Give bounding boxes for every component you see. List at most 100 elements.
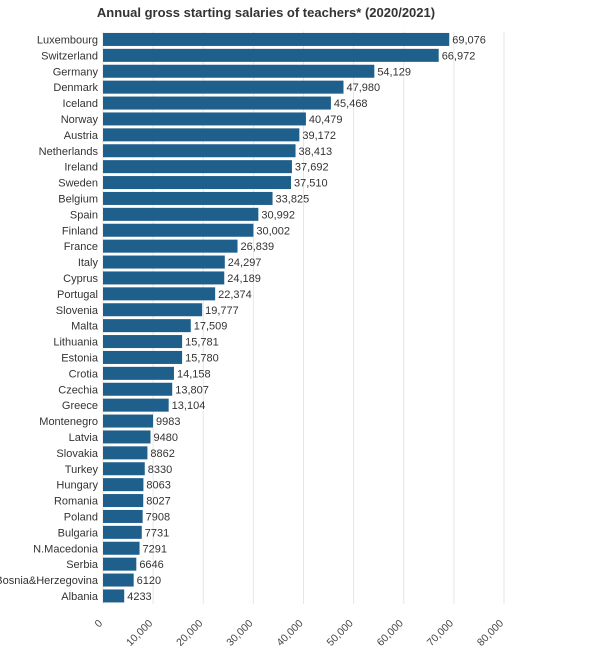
- value-label: 17,509: [194, 321, 228, 333]
- category-label: Switzerland: [41, 50, 98, 62]
- value-label: 13,104: [172, 400, 206, 412]
- category-label: Slovenia: [56, 305, 99, 317]
- x-tick-label: 70,000: [425, 617, 456, 648]
- category-label: Estonia: [61, 352, 99, 364]
- category-label: N.Macedonia: [33, 543, 99, 555]
- bar: [103, 494, 144, 508]
- x-tick-label: 50,000: [325, 617, 356, 648]
- category-label: Germany: [53, 66, 99, 78]
- value-label: 9983: [156, 416, 180, 428]
- value-label: 13,807: [175, 384, 209, 396]
- category-label: Albania: [61, 591, 99, 603]
- category-label: Bosnia&Herzegovina: [0, 575, 99, 587]
- value-label: 8027: [146, 496, 170, 508]
- value-label: 24,297: [228, 257, 262, 269]
- bar: [103, 509, 143, 523]
- bar: [103, 319, 191, 333]
- value-label: 22,374: [218, 289, 252, 301]
- bar: [103, 48, 439, 62]
- bar: [103, 96, 331, 110]
- category-label: Netherlands: [39, 146, 99, 158]
- category-label: Spain: [70, 209, 98, 221]
- bar: [103, 382, 173, 396]
- bar: [103, 207, 259, 221]
- value-label: 9480: [154, 432, 178, 444]
- value-label: 66,972: [442, 50, 476, 62]
- category-label: Slovakia: [56, 448, 98, 460]
- value-label: 14,158: [177, 368, 211, 380]
- category-label: Ireland: [64, 162, 98, 174]
- bar: [103, 287, 216, 301]
- value-label: 7908: [146, 511, 170, 523]
- category-label: Norway: [61, 114, 99, 126]
- value-label: 30,002: [256, 225, 290, 237]
- value-label: 40,479: [309, 114, 343, 126]
- bar: [103, 335, 183, 349]
- value-label: 39,172: [302, 130, 336, 142]
- bar: [103, 112, 306, 126]
- category-label: Iceland: [63, 98, 98, 110]
- category-label: Serbia: [66, 559, 99, 571]
- category-label: Turkey: [65, 464, 99, 476]
- category-label: Montenegro: [39, 416, 98, 428]
- category-label: Austria: [64, 130, 99, 142]
- bar: [103, 303, 203, 317]
- value-label: 38,413: [299, 146, 333, 158]
- bar: [103, 398, 169, 412]
- bar: [103, 541, 140, 555]
- category-label: Hungary: [56, 480, 98, 492]
- category-label: Romania: [54, 496, 99, 508]
- x-tick-label: 40,000: [274, 617, 305, 648]
- value-label: 8063: [146, 480, 170, 492]
- bar: [103, 366, 174, 380]
- category-labels: Luxembourg Switzerland Germany Denmark Icela…: [0, 34, 99, 603]
- value-label: 15,781: [185, 337, 219, 349]
- x-tick-label: 30,000: [224, 617, 255, 648]
- x-tick-label: 0: [93, 617, 106, 630]
- bar: [103, 557, 137, 571]
- category-label: France: [64, 241, 98, 253]
- x-tick-label: 80,000: [475, 617, 506, 648]
- x-axis-tick-labels: 0 10,000 20,000 30,000 40,000 50,000 60,000 70,…: [93, 617, 507, 648]
- category-label: Malta: [71, 321, 99, 333]
- bar: [103, 255, 225, 269]
- bar: [103, 191, 273, 205]
- bar: [103, 414, 154, 428]
- value-label: 4233: [127, 591, 151, 603]
- bar: [103, 573, 134, 587]
- bar: [103, 350, 183, 364]
- value-label: 6120: [137, 575, 161, 587]
- bar: [103, 64, 375, 78]
- chart-title: Annual gross starting salaries of teache…: [97, 5, 435, 20]
- x-tick-label: 10,000: [124, 617, 155, 648]
- value-label: 45,468: [334, 98, 368, 110]
- bar: [103, 478, 144, 492]
- x-tick-label: 60,000: [375, 617, 406, 648]
- bar: [103, 271, 225, 285]
- category-label: Greece: [62, 400, 98, 412]
- value-label: 7291: [143, 543, 167, 555]
- value-label: 69,076: [452, 34, 486, 46]
- category-label: Latvia: [69, 432, 99, 444]
- value-label: 6646: [139, 559, 163, 571]
- bar: [103, 160, 292, 174]
- bar: [103, 223, 254, 237]
- category-label: Portugal: [57, 289, 98, 301]
- category-label: Italy: [78, 257, 99, 269]
- category-label: Luxembourg: [37, 34, 98, 46]
- category-label: Crotia: [69, 368, 99, 380]
- bar: [103, 32, 450, 46]
- value-label: 7731: [145, 527, 169, 539]
- bar: [103, 144, 296, 158]
- category-label: Lithuania: [53, 337, 99, 349]
- value-label: 24,189: [227, 273, 261, 285]
- bar: [103, 589, 125, 603]
- value-label: 33,825: [276, 193, 310, 205]
- value-label: 15,780: [185, 352, 219, 364]
- category-label: Belgium: [58, 193, 98, 205]
- bar: [103, 239, 238, 253]
- value-label: 8862: [150, 448, 174, 460]
- value-label: 8330: [148, 464, 172, 476]
- value-label: 37,510: [294, 178, 328, 190]
